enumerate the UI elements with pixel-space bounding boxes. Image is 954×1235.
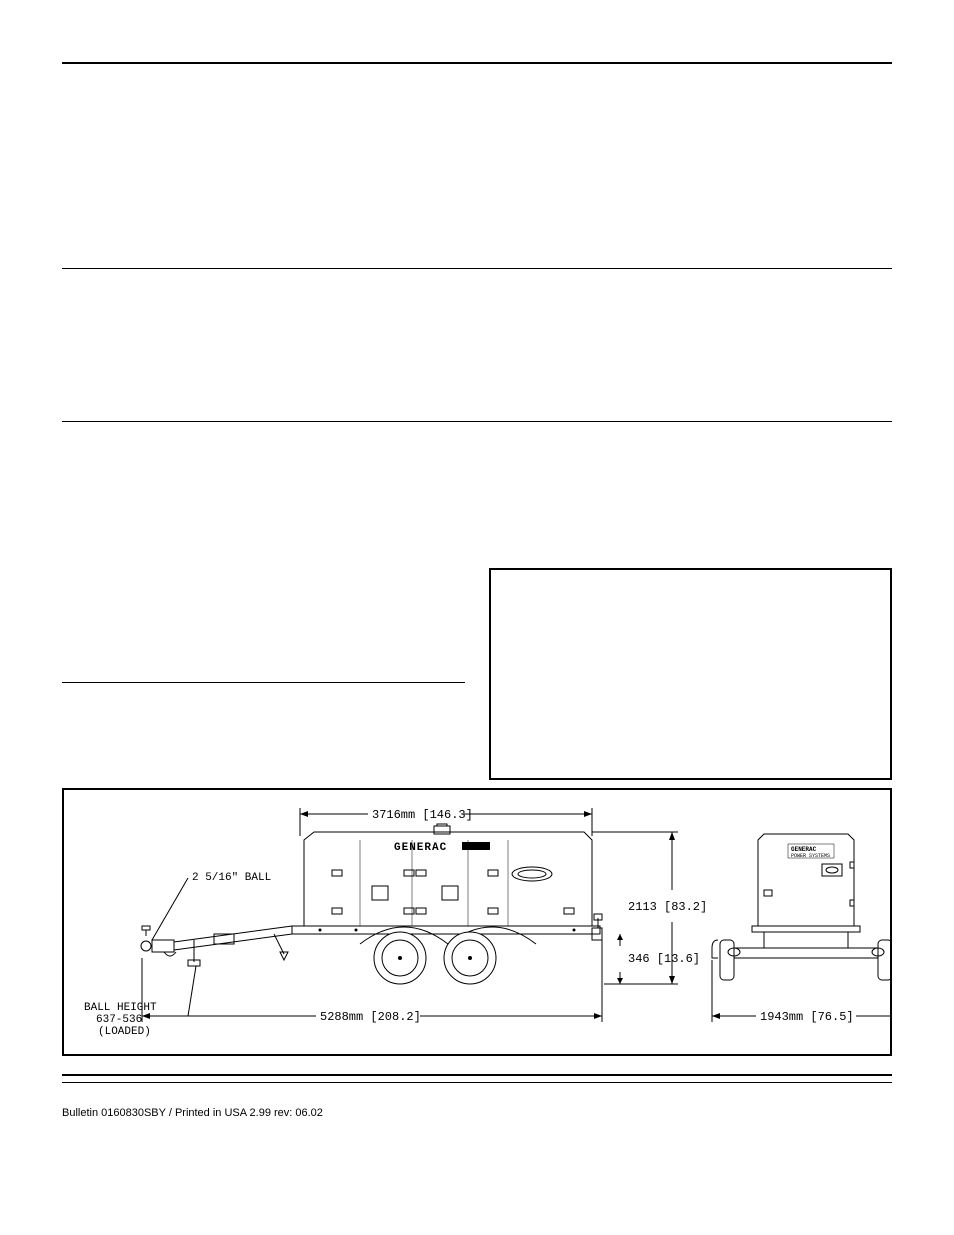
dim-height-label: 2113 [83.2]: [628, 900, 707, 914]
side-hitch: [141, 926, 288, 966]
right-empty-box: [489, 568, 892, 780]
ball-height-l3: (LOADED): [98, 1026, 151, 1038]
side-enclosure: GENERAC: [304, 824, 592, 926]
dim-clearance: 346 [13.6]: [604, 934, 700, 984]
footer-rule-2: [62, 1082, 892, 1083]
footer-bulletin: Bulletin 0160830SBY / Printed in USA 2.9…: [62, 1107, 892, 1119]
blank-section-3: [62, 422, 892, 568]
trailer-diagram-svg: 3716mm [146.3] GENERAC: [64, 790, 890, 1054]
ball-height-l1: BALL HEIGHT: [84, 1002, 157, 1014]
dim-length: 5288mm [208.2]: [142, 940, 602, 1024]
dim-rear-width-label: 1943mm [76.5]: [760, 1010, 854, 1024]
callout-ball-size: 2 5/16" BALL: [152, 872, 271, 940]
left-column: [62, 568, 465, 683]
side-wheels: [374, 932, 496, 984]
ball-height-l2: 637-536: [96, 1014, 142, 1026]
rear-brand-2: POWER SYSTEMS: [791, 853, 830, 859]
dim-length-label: 5288mm [208.2]: [320, 1010, 421, 1024]
rear-brand-1: GENERAC: [791, 846, 817, 853]
callout-ball-height: BALL HEIGHT 637-536 (LOADED): [84, 966, 196, 1038]
dim-top-width-label: 3716mm [146.3]: [372, 808, 473, 822]
blank-section-1: [62, 64, 892, 268]
blank-section-2: [62, 269, 892, 421]
left-short-rule: [62, 682, 465, 683]
footer-rules: [62, 1074, 892, 1083]
right-column: [489, 568, 892, 780]
dim-clearance-label: 346 [13.6]: [628, 952, 700, 966]
rear-view: GENERAC POWER SYSTEMS: [712, 834, 890, 980]
ball-size-label: 2 5/16" BALL: [192, 872, 271, 884]
two-column-region: [62, 568, 892, 780]
page: 3716mm [146.3] GENERAC: [0, 0, 954, 1235]
brand-side: GENERAC: [394, 842, 447, 854]
dim-rear-width: 1943mm [76.5]: [712, 960, 890, 1024]
trailer-diagram: 3716mm [146.3] GENERAC: [62, 788, 892, 1056]
